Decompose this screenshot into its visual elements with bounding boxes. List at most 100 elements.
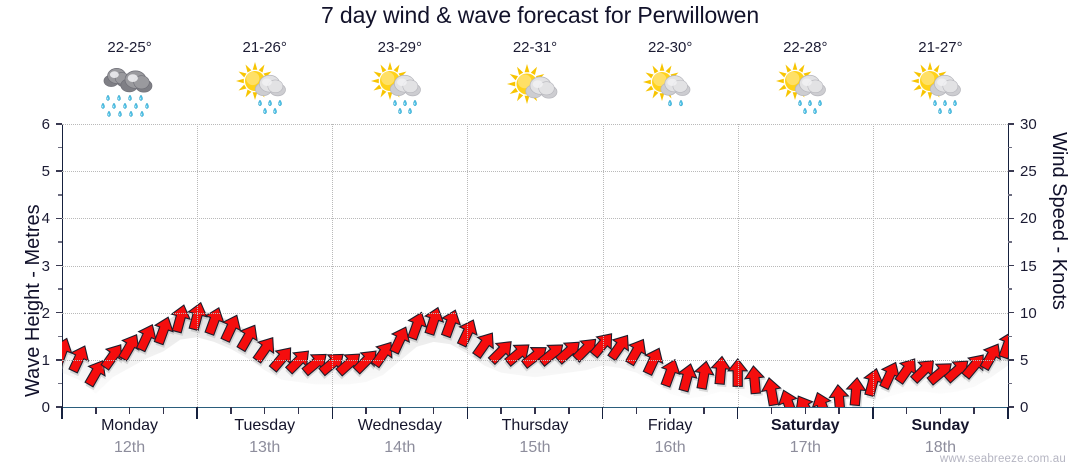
x-axis-tick-major xyxy=(736,407,739,419)
wind-direction-arrow xyxy=(624,338,647,369)
day-date-label: 12th xyxy=(113,439,146,456)
x-axis-tick-major xyxy=(196,407,198,419)
sun-cloud-rain-icon xyxy=(902,62,978,118)
temperature-range: 23-29° xyxy=(377,39,423,56)
sun-cloud-drizzle-icon xyxy=(632,62,708,118)
day-name-label: Wednesday xyxy=(357,417,442,434)
wind-direction-arrow xyxy=(68,345,90,377)
right-axis-tick-major xyxy=(1008,359,1014,361)
left-axis-tick-label: 5 xyxy=(41,163,50,181)
right-axis-tick-label: 5 xyxy=(1020,351,1029,369)
day-header-friday: 22-30° xyxy=(603,38,737,118)
day-footer-monday: Monday 12th xyxy=(63,415,197,459)
wind-direction-arrow xyxy=(423,306,445,339)
day-footer-friday: Friday 16th xyxy=(603,415,737,459)
x-axis-tick-minor xyxy=(804,407,807,414)
wind-direction-arrow xyxy=(845,376,868,409)
day-name-label: Friday xyxy=(647,417,693,434)
left-axis-tick-major xyxy=(56,170,62,172)
sun-cloud-rain-icon xyxy=(227,62,303,118)
right-axis-tick-label: 10 xyxy=(1020,304,1037,322)
x-axis-tick-major xyxy=(1007,407,1009,419)
temperature-range: 22-30° xyxy=(647,39,693,56)
x-axis-tick-minor xyxy=(534,407,536,414)
day-header-saturday: 22-28° xyxy=(738,38,872,118)
day-header-sunday: 21-27° xyxy=(873,38,1007,118)
left-axis-tick-minor xyxy=(58,382,62,385)
wind-direction-arrow xyxy=(135,323,157,355)
gridline-horizontal xyxy=(62,218,1008,220)
gridline-day-boundary xyxy=(467,124,469,407)
left-axis-tick-minor xyxy=(58,194,62,196)
day-header-thursday: 22-31° xyxy=(468,38,602,118)
wind-direction-arrow xyxy=(677,363,699,395)
wind-direction-arrow xyxy=(236,324,258,355)
wind-direction-arrow xyxy=(710,355,733,388)
right-axis-tick-label: 20 xyxy=(1020,210,1037,228)
gridline-day-boundary xyxy=(737,124,739,407)
right-axis-tick-minor xyxy=(1008,382,1012,385)
right-axis-tick-minor xyxy=(1008,241,1012,243)
x-axis-tick-minor xyxy=(635,407,638,414)
left-axis-tick-minor xyxy=(58,288,62,290)
day-date-label: 14th xyxy=(384,439,416,456)
left-axis-tick-minor xyxy=(58,241,62,243)
wind-direction-arrow xyxy=(589,333,613,362)
day-header-wednesday: 23-29° xyxy=(333,38,467,118)
wind-direction-arrow xyxy=(440,309,462,341)
temperature-range: 21-27° xyxy=(918,39,963,56)
sun-cloud-rain-icon xyxy=(767,62,843,118)
x-axis-tick-minor xyxy=(263,407,266,414)
x-axis-tick-minor xyxy=(973,407,975,414)
gridline-day-boundary xyxy=(872,124,874,407)
wind-direction-arrow xyxy=(743,365,767,397)
wind-direction-arrow xyxy=(961,354,984,383)
left-axis-tick-minor xyxy=(58,146,62,149)
day-footer-thursday: Thursday 15th xyxy=(468,415,602,459)
sun-cloud-icon xyxy=(497,62,573,118)
left-axis-tick-major xyxy=(56,311,62,314)
temperature-range: 22-31° xyxy=(512,39,558,56)
day-header-monday: 22-25° xyxy=(63,38,197,118)
x-axis-tick-minor xyxy=(128,407,131,414)
wind-direction-arrow xyxy=(389,326,411,358)
left-axis-tick-label: 1 xyxy=(41,351,50,369)
right-axis-tick-major xyxy=(1008,264,1014,267)
day-name-label: Sunday xyxy=(911,417,970,434)
x-axis-tick-minor xyxy=(365,407,367,414)
right-axis-tick-major xyxy=(1008,311,1014,314)
right-axis-tick-label: 25 xyxy=(1020,163,1037,181)
x-axis-tick-minor xyxy=(770,407,773,414)
wind-direction-arrow xyxy=(84,359,106,391)
day-footer-wednesday: Wednesday 14th xyxy=(333,415,467,459)
day-date-label: 15th xyxy=(519,439,551,456)
left-axis-tick-label: 2 xyxy=(41,304,50,322)
x-axis-tick-minor xyxy=(95,407,97,414)
x-axis-tick-minor xyxy=(500,407,502,414)
gridline-horizontal xyxy=(62,171,1008,173)
right-axis-tick-major xyxy=(1008,406,1014,408)
right-axis-tick-minor xyxy=(1008,146,1012,149)
right-axis-tick-label: 0 xyxy=(1020,399,1029,416)
plot-area xyxy=(52,123,1019,430)
x-axis-tick-minor xyxy=(939,407,942,414)
sun-cloud-rain-icon xyxy=(362,62,438,118)
gridline-horizontal xyxy=(62,359,1008,361)
wind-direction-arrow xyxy=(879,361,901,393)
day-date-label: 17th xyxy=(789,439,821,456)
wind-direction-arrow xyxy=(170,304,192,336)
wind-direction-arrow xyxy=(407,311,428,344)
site-watermark: www.seabreeze.com.au xyxy=(939,453,1066,465)
x-axis-tick-major xyxy=(466,407,469,419)
left-axis-tick-major xyxy=(56,264,62,267)
day-date-label: 18th xyxy=(924,439,956,456)
gridline-horizontal xyxy=(62,265,1008,267)
gridline-day-boundary xyxy=(602,124,604,407)
right-axis-tick-minor xyxy=(1008,335,1012,337)
wind-direction-arrow xyxy=(153,316,175,348)
right-axis-tick-minor xyxy=(1008,288,1012,290)
right-axis-tick-major xyxy=(1008,170,1014,172)
left-axis-tick-label: 4 xyxy=(41,210,50,228)
temperature-range: 22-28° xyxy=(783,39,828,56)
wind-direction-arrow xyxy=(760,377,784,408)
